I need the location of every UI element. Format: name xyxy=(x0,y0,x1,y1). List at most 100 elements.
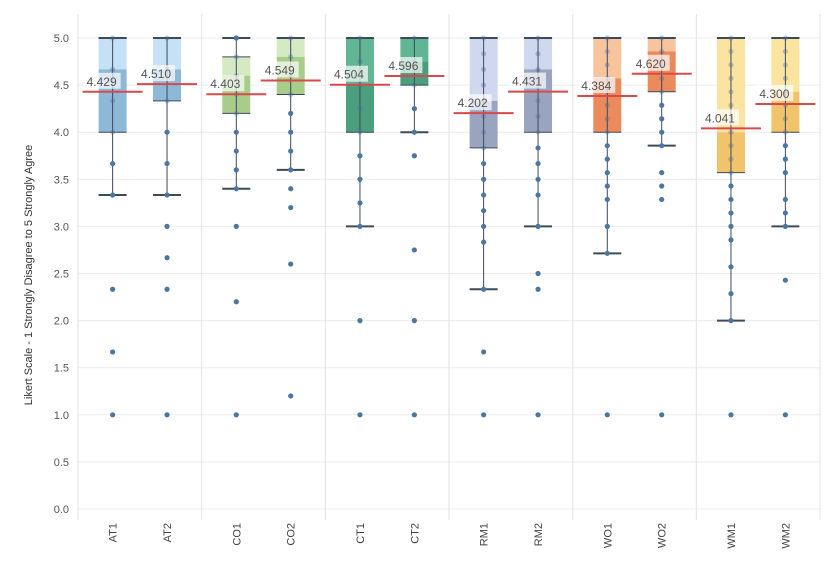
mean-label-bg xyxy=(331,65,368,82)
data-point xyxy=(782,48,788,55)
plot-area: 4.429 4.510 4.403 4.549 4.504 4.596 4.202 4.431… xyxy=(82,35,816,418)
data-point xyxy=(604,116,610,122)
data-point xyxy=(782,116,788,122)
data-point xyxy=(164,255,170,261)
data-point xyxy=(288,129,294,135)
y-tick-label: 1.0 xyxy=(54,410,69,422)
data-point xyxy=(164,286,170,292)
data-point xyxy=(659,129,665,135)
x-tick-label: RM1 xyxy=(479,523,491,546)
group-wm: 4.041 4.300 xyxy=(700,35,816,418)
data-point xyxy=(481,129,487,135)
data-point xyxy=(659,170,665,176)
x-tick-label: CT1 xyxy=(355,523,367,544)
mean-label: 4.202 xyxy=(458,96,488,110)
data-point xyxy=(782,277,788,283)
x-tick-label: WO2 xyxy=(657,523,669,548)
data-point xyxy=(288,35,294,41)
data-point xyxy=(604,250,610,256)
box-at1: 4.429 xyxy=(82,35,143,418)
data-point xyxy=(288,204,294,211)
data-point xyxy=(728,35,734,41)
mean-label-bg xyxy=(386,57,423,74)
data-point xyxy=(535,412,541,418)
data-point xyxy=(481,160,487,167)
data-point xyxy=(233,186,239,192)
data-point xyxy=(535,286,541,292)
data-point xyxy=(728,223,734,229)
data-point xyxy=(357,129,363,135)
data-point xyxy=(659,196,665,203)
x-tick-label: RM2 xyxy=(533,523,545,546)
y-tick-label: 4.0 xyxy=(54,127,69,139)
data-point xyxy=(164,98,170,104)
data-point xyxy=(481,192,487,198)
data-point xyxy=(288,91,294,98)
data-point xyxy=(782,35,788,41)
y-tick-label: 3.0 xyxy=(54,221,69,233)
data-point xyxy=(535,51,541,57)
y-tick-label: 0.5 xyxy=(54,457,69,469)
box-rm2: 4.431 xyxy=(508,35,569,418)
data-point xyxy=(728,237,734,243)
data-point xyxy=(728,196,734,203)
data-point xyxy=(233,223,239,229)
data-point xyxy=(659,143,665,149)
data-point xyxy=(110,160,116,167)
data-point xyxy=(110,412,116,418)
data-point xyxy=(782,196,788,203)
data-point xyxy=(604,102,610,108)
data-point xyxy=(233,110,239,116)
data-point xyxy=(233,412,239,418)
data-point xyxy=(604,143,610,149)
data-point xyxy=(110,35,116,41)
data-point xyxy=(411,106,417,112)
data-point xyxy=(288,393,294,399)
mean-label: 4.504 xyxy=(334,68,364,82)
data-point xyxy=(357,223,363,229)
data-point xyxy=(659,183,665,189)
data-point xyxy=(357,200,363,206)
box-ct2: 4.596 xyxy=(384,35,445,418)
box-at2: 4.510 xyxy=(137,35,198,418)
y-tick-label: 5.0 xyxy=(54,33,69,45)
group-ct: 4.504 4.596 xyxy=(329,35,445,418)
mean-label-bg xyxy=(702,109,739,126)
data-point xyxy=(288,261,294,267)
y-axis-label: Likert Scale - 1 Strongly Disagree to 5 … xyxy=(23,145,35,405)
data-point xyxy=(481,412,487,418)
mean-label: 4.620 xyxy=(636,57,666,71)
data-point xyxy=(481,349,487,355)
data-point xyxy=(535,192,541,198)
data-point xyxy=(728,318,734,324)
data-point xyxy=(535,35,541,41)
data-point xyxy=(233,35,239,41)
data-point xyxy=(110,286,116,292)
mean-label-bg xyxy=(84,72,121,89)
mean-label-bg xyxy=(510,72,547,89)
y-tick-label: 1.5 xyxy=(54,363,69,375)
group-rm: 4.202 4.431 xyxy=(453,35,569,418)
data-point xyxy=(481,82,487,88)
box-ct1: 4.504 xyxy=(329,35,390,418)
x-tick-label: CO2 xyxy=(286,523,298,546)
data-point xyxy=(728,129,734,135)
data-point xyxy=(357,58,363,65)
mean-label-bg xyxy=(208,75,245,92)
data-point xyxy=(357,153,363,159)
mean-label-bg xyxy=(139,65,176,82)
mean-label: 4.403 xyxy=(210,77,240,91)
data-point xyxy=(728,75,734,82)
mean-label: 4.549 xyxy=(265,63,295,77)
box-co1: 4.403 xyxy=(206,35,267,418)
box-rm1: 4.202 xyxy=(453,35,514,418)
data-point xyxy=(164,192,170,198)
data-point xyxy=(728,143,734,149)
data-point xyxy=(535,129,541,135)
group-co: 4.403 4.549 xyxy=(206,35,321,418)
x-axis: AT1 AT2 CO1 CO2 CT1 CT2 RM1 RM2 WO1 WO2 WM1 WM2 xyxy=(108,523,793,549)
y-tick-label: 2.5 xyxy=(54,269,69,281)
data-point xyxy=(481,176,487,182)
box-wo1: 4.384 xyxy=(577,35,638,418)
